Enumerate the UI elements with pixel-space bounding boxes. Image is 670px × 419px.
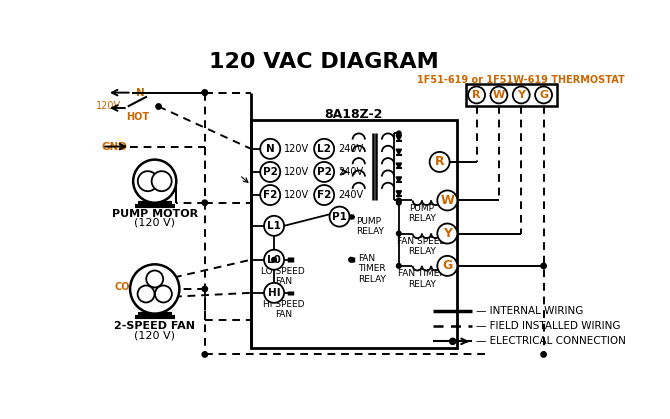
Circle shape (264, 283, 284, 303)
Text: — ELECTRICAL CONNECTION: — ELECTRICAL CONNECTION (476, 336, 626, 347)
Circle shape (397, 200, 401, 205)
Text: HI: HI (268, 288, 280, 298)
Circle shape (138, 171, 158, 191)
Text: F2: F2 (263, 190, 277, 200)
Circle shape (202, 352, 208, 357)
Text: L0: L0 (267, 255, 281, 265)
Text: 240V: 240V (338, 190, 363, 200)
Circle shape (202, 90, 208, 96)
Text: R: R (472, 90, 481, 100)
Circle shape (438, 256, 458, 276)
Polygon shape (396, 149, 401, 155)
Circle shape (133, 160, 176, 203)
Text: FAN TIMER
RELAY: FAN TIMER RELAY (398, 269, 446, 289)
Text: 240V: 240V (338, 167, 363, 177)
Circle shape (450, 338, 456, 344)
Text: F2: F2 (317, 190, 331, 200)
Text: 2-SPEED FAN: 2-SPEED FAN (114, 321, 195, 331)
Circle shape (438, 190, 458, 210)
Circle shape (397, 264, 401, 268)
Text: FAN
TIMER
RELAY: FAN TIMER RELAY (358, 254, 386, 284)
Circle shape (397, 131, 401, 136)
Text: — INTERNAL WIRING: — INTERNAL WIRING (476, 305, 583, 316)
Text: 120V: 120V (284, 167, 310, 177)
Circle shape (438, 223, 458, 243)
Text: N: N (137, 88, 145, 98)
Text: LO SPEED
FAN: LO SPEED FAN (261, 267, 306, 286)
Text: 120 VAC DIAGRAM: 120 VAC DIAGRAM (209, 52, 439, 72)
Text: 240V: 240V (338, 144, 363, 154)
Text: (120 V): (120 V) (134, 330, 176, 340)
Text: 120V: 120V (284, 190, 310, 200)
Text: PUMP
RELAY: PUMP RELAY (408, 204, 436, 223)
Text: 1F51-619 or 1F51W-619 THERMOSTAT: 1F51-619 or 1F51W-619 THERMOSTAT (417, 75, 624, 85)
Text: (120 V): (120 V) (134, 218, 176, 228)
Circle shape (429, 152, 450, 172)
Text: HI SPEED
FAN: HI SPEED FAN (263, 300, 304, 319)
Text: W: W (440, 194, 454, 207)
Circle shape (260, 185, 280, 205)
Circle shape (330, 207, 350, 227)
Circle shape (264, 216, 284, 236)
Text: L1: L1 (267, 221, 281, 231)
Polygon shape (396, 163, 401, 168)
Circle shape (202, 90, 208, 96)
Circle shape (156, 104, 161, 109)
Circle shape (314, 139, 334, 159)
Circle shape (541, 263, 546, 269)
Circle shape (397, 231, 401, 236)
Text: GND: GND (102, 142, 127, 152)
Text: G: G (539, 90, 548, 100)
Circle shape (151, 171, 172, 191)
Polygon shape (396, 177, 401, 182)
Circle shape (155, 285, 172, 303)
Text: R: R (435, 155, 444, 168)
Text: 120V: 120V (284, 144, 310, 154)
Bar (466, 84, 557, 106)
Circle shape (202, 286, 208, 292)
Polygon shape (396, 191, 401, 196)
Circle shape (397, 198, 401, 203)
Circle shape (260, 139, 280, 159)
Text: N: N (266, 144, 275, 154)
Text: L2: L2 (317, 144, 331, 154)
Text: L0: L0 (141, 292, 153, 302)
Circle shape (541, 352, 546, 357)
Text: Y: Y (443, 227, 452, 240)
Text: P1: P1 (332, 212, 347, 222)
Text: W: W (493, 90, 505, 100)
Circle shape (202, 200, 208, 205)
Text: HOT: HOT (126, 112, 149, 122)
Circle shape (264, 250, 284, 270)
Circle shape (349, 257, 353, 262)
Circle shape (513, 86, 530, 103)
Bar (251, 119, 458, 348)
Circle shape (468, 86, 485, 103)
Circle shape (130, 264, 180, 313)
Text: P2: P2 (263, 167, 277, 177)
Text: HI: HI (157, 296, 168, 306)
Circle shape (535, 86, 552, 103)
Circle shape (272, 257, 277, 262)
Text: COM: COM (115, 282, 139, 292)
Text: FAN SPEED
RELAY: FAN SPEED RELAY (397, 237, 446, 256)
Circle shape (490, 86, 507, 103)
Circle shape (314, 162, 334, 182)
Text: 8A18Z-2: 8A18Z-2 (324, 108, 383, 121)
Text: PUMP MOTOR: PUMP MOTOR (112, 209, 198, 219)
Circle shape (314, 185, 334, 205)
Circle shape (137, 285, 155, 303)
Text: G: G (442, 259, 452, 272)
Circle shape (146, 271, 163, 287)
Text: — FIELD INSTALLED WIRING: — FIELD INSTALLED WIRING (476, 321, 620, 331)
Text: 120V: 120V (96, 101, 121, 111)
Polygon shape (396, 135, 401, 141)
Text: PUMP
RELAY: PUMP RELAY (356, 217, 383, 236)
Text: P2: P2 (317, 167, 332, 177)
Text: Y: Y (517, 90, 525, 100)
Circle shape (260, 162, 280, 182)
